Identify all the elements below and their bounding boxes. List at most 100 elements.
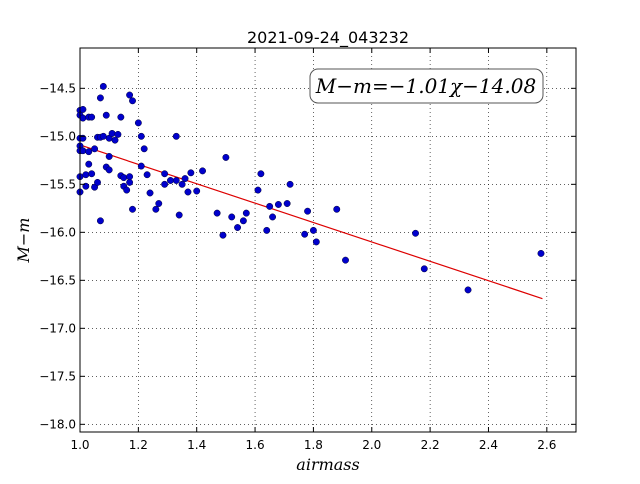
data-point xyxy=(172,177,180,184)
x-tick-label: 2.2 xyxy=(421,438,440,452)
x-tick-label: 1.6 xyxy=(246,438,265,452)
x-axis-label: airmass xyxy=(296,455,359,474)
y-tick-label: −18.0 xyxy=(39,417,76,431)
data-point xyxy=(126,173,134,181)
data-point xyxy=(126,178,134,186)
data-point xyxy=(82,171,90,179)
annotation-box xyxy=(309,68,544,104)
data-point xyxy=(126,91,134,99)
data-point xyxy=(213,209,221,217)
x-tick-label: 1.2 xyxy=(129,438,148,452)
axis-ticks: 1.0 1.2 1.4 1.6 1.8 2.0 2.2 2.4 2.6 −14.5 −15.0 −15… xyxy=(39,48,576,452)
data-point xyxy=(178,180,186,188)
data-point xyxy=(199,167,206,175)
data-point xyxy=(420,265,428,273)
y-tick-label: −16.0 xyxy=(39,225,76,239)
data-point xyxy=(301,230,309,238)
data-point xyxy=(537,249,545,257)
data-point xyxy=(263,226,271,234)
data-point xyxy=(79,114,87,122)
data-point xyxy=(88,170,96,178)
data-point xyxy=(166,177,174,184)
data-point xyxy=(114,130,122,138)
data-point xyxy=(312,238,320,246)
y-tick-label: −16.5 xyxy=(39,273,76,287)
data-point xyxy=(222,153,230,161)
data-point xyxy=(129,205,136,213)
x-tick-label: 2.6 xyxy=(537,438,556,452)
data-point xyxy=(146,189,154,197)
data-point xyxy=(108,129,116,137)
fit-equation: M−m=−1.01χ−14.08 xyxy=(315,74,536,98)
data-point xyxy=(274,201,282,208)
x-tick-label: 1.8 xyxy=(304,438,323,452)
chart-title: 2021-09-24_043232 xyxy=(247,28,409,48)
data-point xyxy=(99,132,107,140)
data-point xyxy=(266,202,274,210)
data-point xyxy=(79,147,87,155)
data-point xyxy=(111,136,119,144)
x-tick-label: 2.0 xyxy=(362,438,381,452)
data-point xyxy=(228,213,236,221)
data-point xyxy=(187,169,195,177)
y-tick-label: −15.0 xyxy=(39,129,76,143)
data-point xyxy=(123,186,131,194)
data-point xyxy=(342,256,349,264)
data-point xyxy=(239,217,247,225)
data-point xyxy=(134,119,142,127)
plot-area xyxy=(80,48,576,432)
data-point xyxy=(175,211,183,219)
data-point xyxy=(137,162,145,170)
data-point xyxy=(184,188,192,196)
data-point xyxy=(309,226,317,234)
y-tick-label: −15.5 xyxy=(39,177,76,191)
data-point xyxy=(181,175,189,183)
data-point xyxy=(234,224,242,231)
y-axis-label: M−m xyxy=(14,218,33,264)
data-point xyxy=(105,166,113,174)
data-point xyxy=(155,200,163,207)
data-point xyxy=(172,132,180,140)
fit-annotation: M−m=−1.01χ−14.08 xyxy=(309,68,544,104)
plot-frame xyxy=(79,47,577,433)
data-point xyxy=(105,153,113,160)
data-point xyxy=(96,94,104,102)
data-point xyxy=(333,205,341,213)
data-point xyxy=(152,205,160,213)
data-point xyxy=(91,145,99,153)
fit-line xyxy=(79,144,543,300)
data-point xyxy=(99,82,107,90)
data-points xyxy=(76,82,545,294)
data-point xyxy=(193,187,201,195)
data-point xyxy=(161,170,169,178)
data-point xyxy=(219,231,227,239)
data-point xyxy=(85,160,93,168)
data-point xyxy=(137,132,145,140)
data-point xyxy=(117,113,125,121)
data-point xyxy=(129,97,136,105)
y-tick-label: −17.5 xyxy=(39,369,76,383)
data-point xyxy=(242,209,250,217)
data-point xyxy=(161,180,169,188)
data-point xyxy=(464,286,472,294)
data-point xyxy=(143,171,151,179)
data-point xyxy=(88,113,96,121)
data-point xyxy=(283,200,291,207)
data-point xyxy=(94,178,101,186)
data-point xyxy=(120,174,128,182)
y-tick-label: −14.5 xyxy=(39,81,76,95)
data-point xyxy=(257,170,265,178)
fit-line-layer xyxy=(79,144,543,300)
data-point xyxy=(412,229,419,237)
data-point xyxy=(286,180,294,188)
y-tick-label: −17.0 xyxy=(39,321,76,335)
data-point xyxy=(269,213,277,221)
data-point xyxy=(96,217,104,225)
data-point xyxy=(102,111,110,119)
x-tick-label: 1.0 xyxy=(70,438,89,452)
data-point xyxy=(79,105,87,113)
data-point xyxy=(304,207,312,215)
x-tick-label: 1.4 xyxy=(187,438,206,452)
